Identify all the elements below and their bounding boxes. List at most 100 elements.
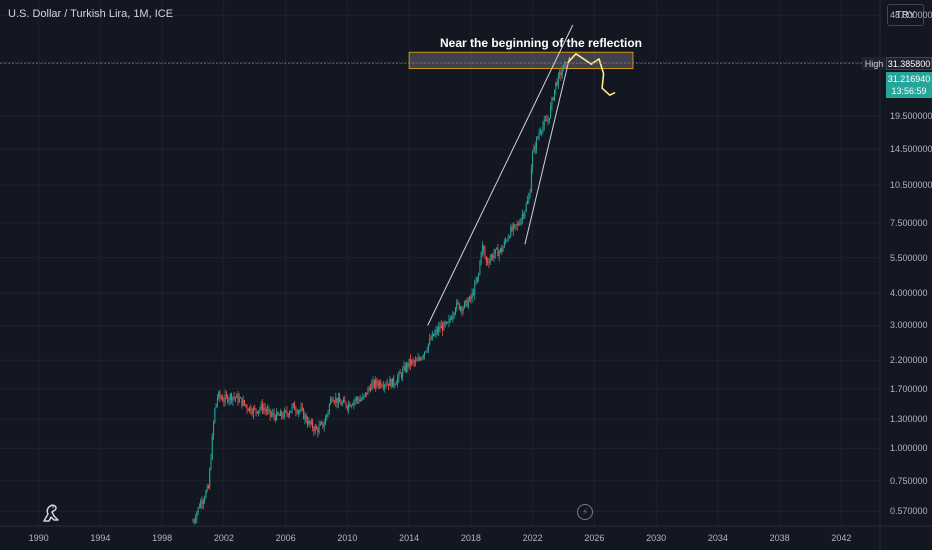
candle-body [249, 407, 251, 411]
candle-body [297, 410, 299, 414]
candle-body [380, 381, 382, 387]
candle-body [498, 251, 500, 257]
candle-body [323, 424, 325, 427]
candle-body [210, 458, 212, 470]
tradingview-dino-icon[interactable] [40, 500, 64, 524]
candle-body [206, 486, 208, 492]
candle-body [231, 394, 233, 401]
candle-body [528, 197, 530, 201]
candle-body [478, 274, 480, 277]
candle-body [481, 245, 483, 253]
currency-button[interactable]: TRY [887, 4, 924, 26]
candle-body [444, 322, 446, 324]
candle-body [389, 379, 391, 386]
candle-body [475, 281, 477, 284]
candle-body [426, 349, 428, 352]
symbol-title[interactable]: U.S. Dollar / Turkish Lira, 1M, ICE [8, 8, 174, 20]
candle-body [541, 131, 543, 133]
candle-body [222, 398, 224, 402]
candle-body [337, 397, 339, 404]
time-tick-label: 2034 [707, 533, 728, 543]
candle-body [409, 358, 411, 365]
candle-body [560, 72, 562, 76]
candle-body [202, 500, 204, 504]
candle-body [240, 397, 242, 399]
candle-body [282, 416, 284, 418]
candle-body [563, 64, 565, 72]
candle-body [213, 422, 215, 436]
candle-body [318, 425, 320, 433]
candle-body [238, 397, 240, 402]
candle-body [548, 117, 550, 121]
candle-body [224, 394, 226, 402]
candle-body [207, 486, 209, 488]
candle-body [425, 351, 427, 353]
candle-body [214, 408, 216, 423]
price-tick-label: 4.000000 [890, 288, 928, 299]
candle-body [242, 400, 244, 406]
candle-body [290, 410, 292, 413]
candle-body [272, 413, 274, 415]
candle-body [469, 296, 471, 301]
candle-body [368, 388, 370, 389]
candle-body [357, 397, 359, 400]
time-tick-label: 1998 [152, 533, 173, 543]
current-price-value: 31.216940 [887, 74, 931, 84]
candle-body [434, 332, 436, 336]
candle-body [411, 360, 413, 365]
candle-body [472, 292, 474, 295]
candle-body [431, 333, 433, 340]
candle-body [246, 405, 248, 410]
candle-body [205, 491, 207, 498]
candle-body [442, 325, 444, 331]
candle-body [254, 408, 256, 409]
candle-body [480, 252, 482, 262]
candle-body [440, 325, 442, 329]
candle-body [359, 399, 361, 402]
candle-body [291, 405, 293, 411]
candle-body [310, 421, 312, 424]
candle-body [524, 211, 526, 217]
candle-body [382, 386, 384, 388]
trendline [524, 57, 571, 245]
candle-body [452, 315, 454, 319]
lightning-icon[interactable]: ⚡ [577, 504, 593, 520]
candle-body [494, 249, 496, 254]
candle-body [218, 392, 220, 398]
candle-body [332, 400, 334, 402]
candle-body [436, 329, 438, 332]
candle-body [286, 411, 288, 414]
candle-body [321, 422, 323, 424]
candle-body [489, 258, 491, 263]
candle-body [232, 396, 234, 401]
candle-body [493, 253, 495, 259]
candle-body [192, 521, 194, 523]
candle-body [484, 250, 486, 257]
candle-body [517, 224, 519, 226]
candle-body [406, 363, 408, 372]
candle-body [451, 318, 453, 320]
time-tick-label: 2010 [337, 533, 358, 543]
candle-body [561, 71, 563, 76]
candle-body [250, 407, 252, 413]
candle-body [324, 417, 326, 425]
candle-body [483, 245, 485, 251]
candle-body [350, 405, 352, 407]
candle-body [400, 373, 402, 378]
candle-body [447, 322, 449, 323]
high-label: High [862, 57, 886, 70]
candle-body [554, 89, 556, 100]
candle-body [341, 402, 343, 406]
candle-body [255, 408, 257, 412]
candle-body [448, 319, 450, 323]
candle-body [319, 423, 321, 426]
candle-body [461, 307, 463, 311]
price-tick-label: 0.750000 [890, 475, 928, 486]
candle-body [422, 355, 424, 357]
candle-body [462, 307, 464, 311]
candle-body [209, 469, 211, 488]
candle-body [301, 407, 303, 409]
candle-body [507, 237, 509, 241]
